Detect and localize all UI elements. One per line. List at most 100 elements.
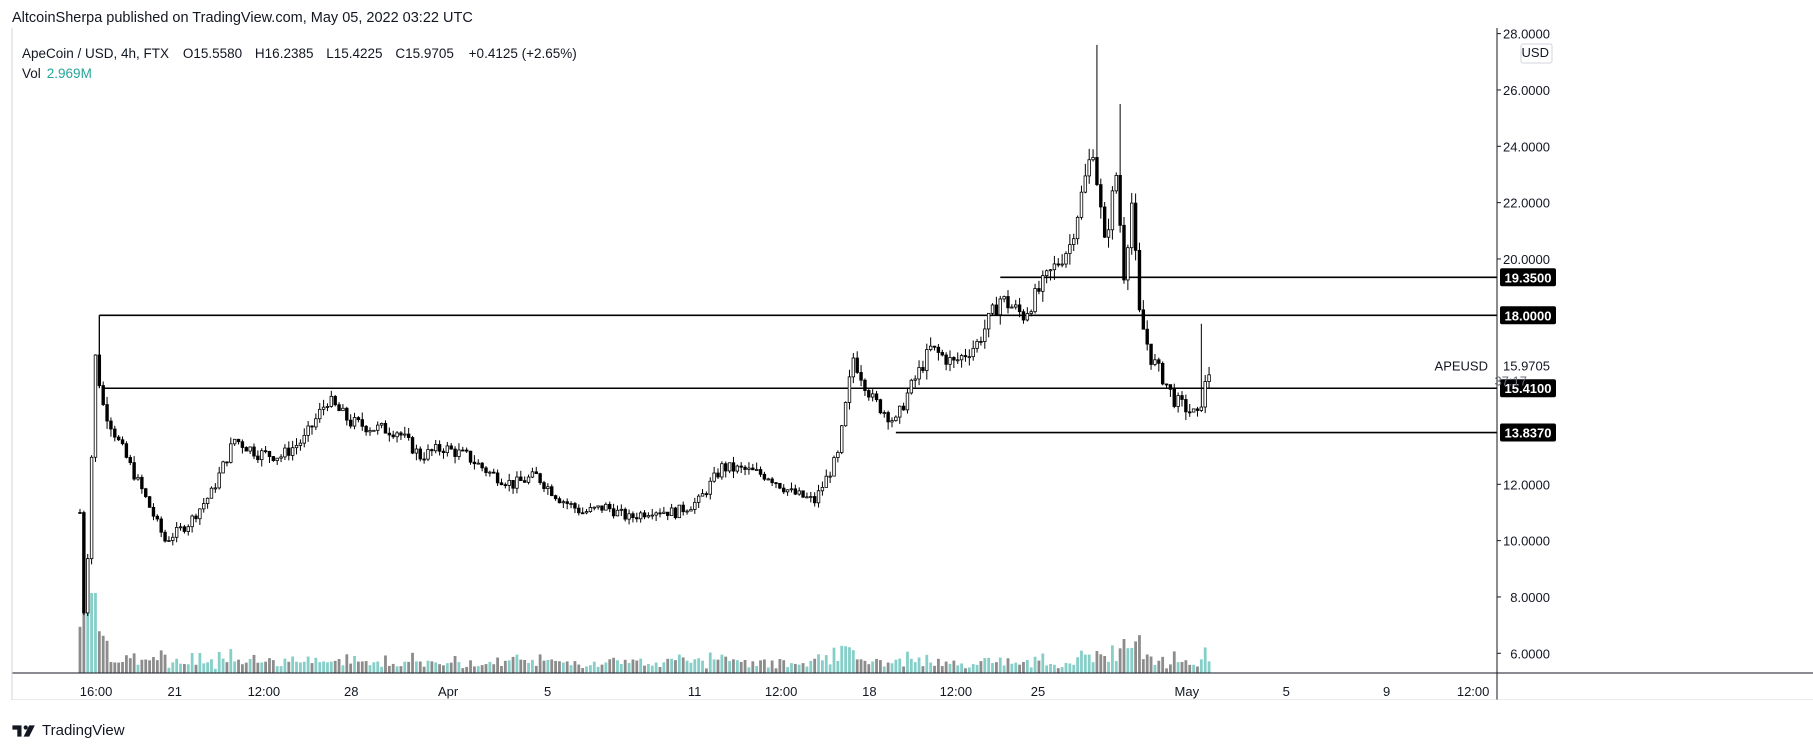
- candle-body: [913, 378, 917, 381]
- candle-body: [669, 507, 674, 516]
- volume-bar: [705, 668, 708, 673]
- candle-body: [867, 390, 871, 398]
- candle-body: [202, 503, 206, 510]
- volume-bar: [1161, 656, 1165, 673]
- candle-body: [484, 467, 488, 473]
- candle-body: [256, 455, 260, 461]
- candle-body: [109, 420, 113, 430]
- volume-bar: [279, 666, 283, 673]
- candle-body: [515, 476, 519, 489]
- volume-bar: [415, 661, 418, 673]
- candle-body: [105, 404, 109, 422]
- volume-bar: [186, 664, 190, 673]
- volume-bar: [921, 666, 925, 673]
- volume-bar: [511, 656, 515, 673]
- volume-bar: [314, 657, 318, 673]
- volume-bar: [94, 593, 97, 673]
- volume-bar: [264, 661, 267, 673]
- volume-bar: [1091, 662, 1095, 673]
- volume-bar: [616, 660, 619, 673]
- volume-bar: [639, 658, 643, 673]
- volume-bar: [766, 667, 770, 673]
- price-chart[interactable]: 28.0000 26.0000 24.0000 22.0000 20.0000 12.00…: [0, 0, 1813, 700]
- candle-body: [967, 356, 972, 359]
- candle-body: [225, 461, 229, 464]
- volume-bar: [457, 662, 461, 673]
- candle-body: [990, 304, 995, 314]
- volume-bar: [619, 664, 623, 673]
- candle-body: [905, 392, 910, 411]
- volume-bar: [867, 664, 871, 673]
- candle-body: [1118, 174, 1122, 226]
- candle-body: [894, 416, 898, 421]
- tradingview-brand[interactable]: TradingView: [12, 722, 125, 739]
- volume-bar: [484, 664, 488, 673]
- candle-body: [445, 445, 450, 454]
- candle-body: [971, 347, 975, 358]
- volume-bar: [329, 661, 333, 673]
- volume-bar: [1064, 662, 1068, 673]
- candle-body: [526, 476, 531, 483]
- volume-bar: [480, 665, 484, 673]
- x-tick-label: 12:00: [940, 684, 973, 699]
- volume-bar: [113, 662, 117, 673]
- candle-body: [352, 417, 357, 427]
- price-tag-value: 15.9705: [1503, 358, 1550, 373]
- volume-bar: [871, 661, 875, 673]
- candle-body: [364, 425, 368, 433]
- candle-body: [457, 449, 461, 457]
- candle-body: [820, 486, 825, 492]
- volume-bar: [473, 666, 476, 673]
- candle-body: [863, 379, 867, 391]
- candle-body: [244, 447, 248, 452]
- volume-bar: [1072, 664, 1076, 673]
- candle-body: [186, 526, 190, 532]
- candle-body: [615, 509, 620, 517]
- candle-body: [550, 486, 554, 497]
- candle-body: [1184, 399, 1188, 413]
- volume-bar: [809, 660, 813, 673]
- candle-body: [611, 508, 616, 517]
- volume-bar: [759, 660, 762, 673]
- candle-body: [979, 341, 983, 343]
- volume-bar: [1087, 654, 1091, 673]
- candle-body: [840, 425, 844, 453]
- volume-bar: [940, 666, 944, 673]
- volume-bar: [712, 659, 716, 673]
- candle-body: [751, 467, 755, 471]
- volume-bar: [1083, 654, 1087, 673]
- volume-bar: [929, 662, 933, 673]
- candle-body: [356, 417, 361, 420]
- candle-body: [472, 461, 477, 465]
- candle-body: [275, 457, 279, 461]
- candle-body: [677, 504, 682, 519]
- candle-body: [418, 448, 422, 460]
- candle-body: [171, 536, 175, 541]
- candle-body: [747, 467, 751, 470]
- volume-bar: [268, 658, 271, 673]
- volume-bar: [237, 659, 240, 673]
- volume-bar: [167, 667, 171, 673]
- candle-body: [635, 517, 639, 520]
- volume-bar: [1049, 663, 1052, 673]
- volume-bar: [1041, 653, 1045, 673]
- volume-bar: [608, 659, 612, 673]
- candle-body: [584, 511, 589, 514]
- volume-bar: [1018, 664, 1021, 673]
- candle-body: [1044, 270, 1049, 276]
- volume-bar: [86, 593, 90, 673]
- candle-body: [805, 496, 809, 499]
- volume-bar: [171, 662, 175, 673]
- volume-key: Vol: [22, 66, 41, 81]
- volume-bar: [1103, 656, 1107, 673]
- volume-bar: [260, 662, 264, 673]
- candle-body: [886, 412, 890, 423]
- candle-body: [1114, 174, 1118, 192]
- volume-bar: [453, 656, 457, 673]
- volume-bar: [1056, 668, 1060, 673]
- volume-bar: [937, 658, 940, 673]
- volume-bar: [971, 664, 975, 673]
- candle-body: [727, 462, 732, 472]
- volume-bar: [1207, 661, 1211, 673]
- candle-body: [696, 495, 701, 503]
